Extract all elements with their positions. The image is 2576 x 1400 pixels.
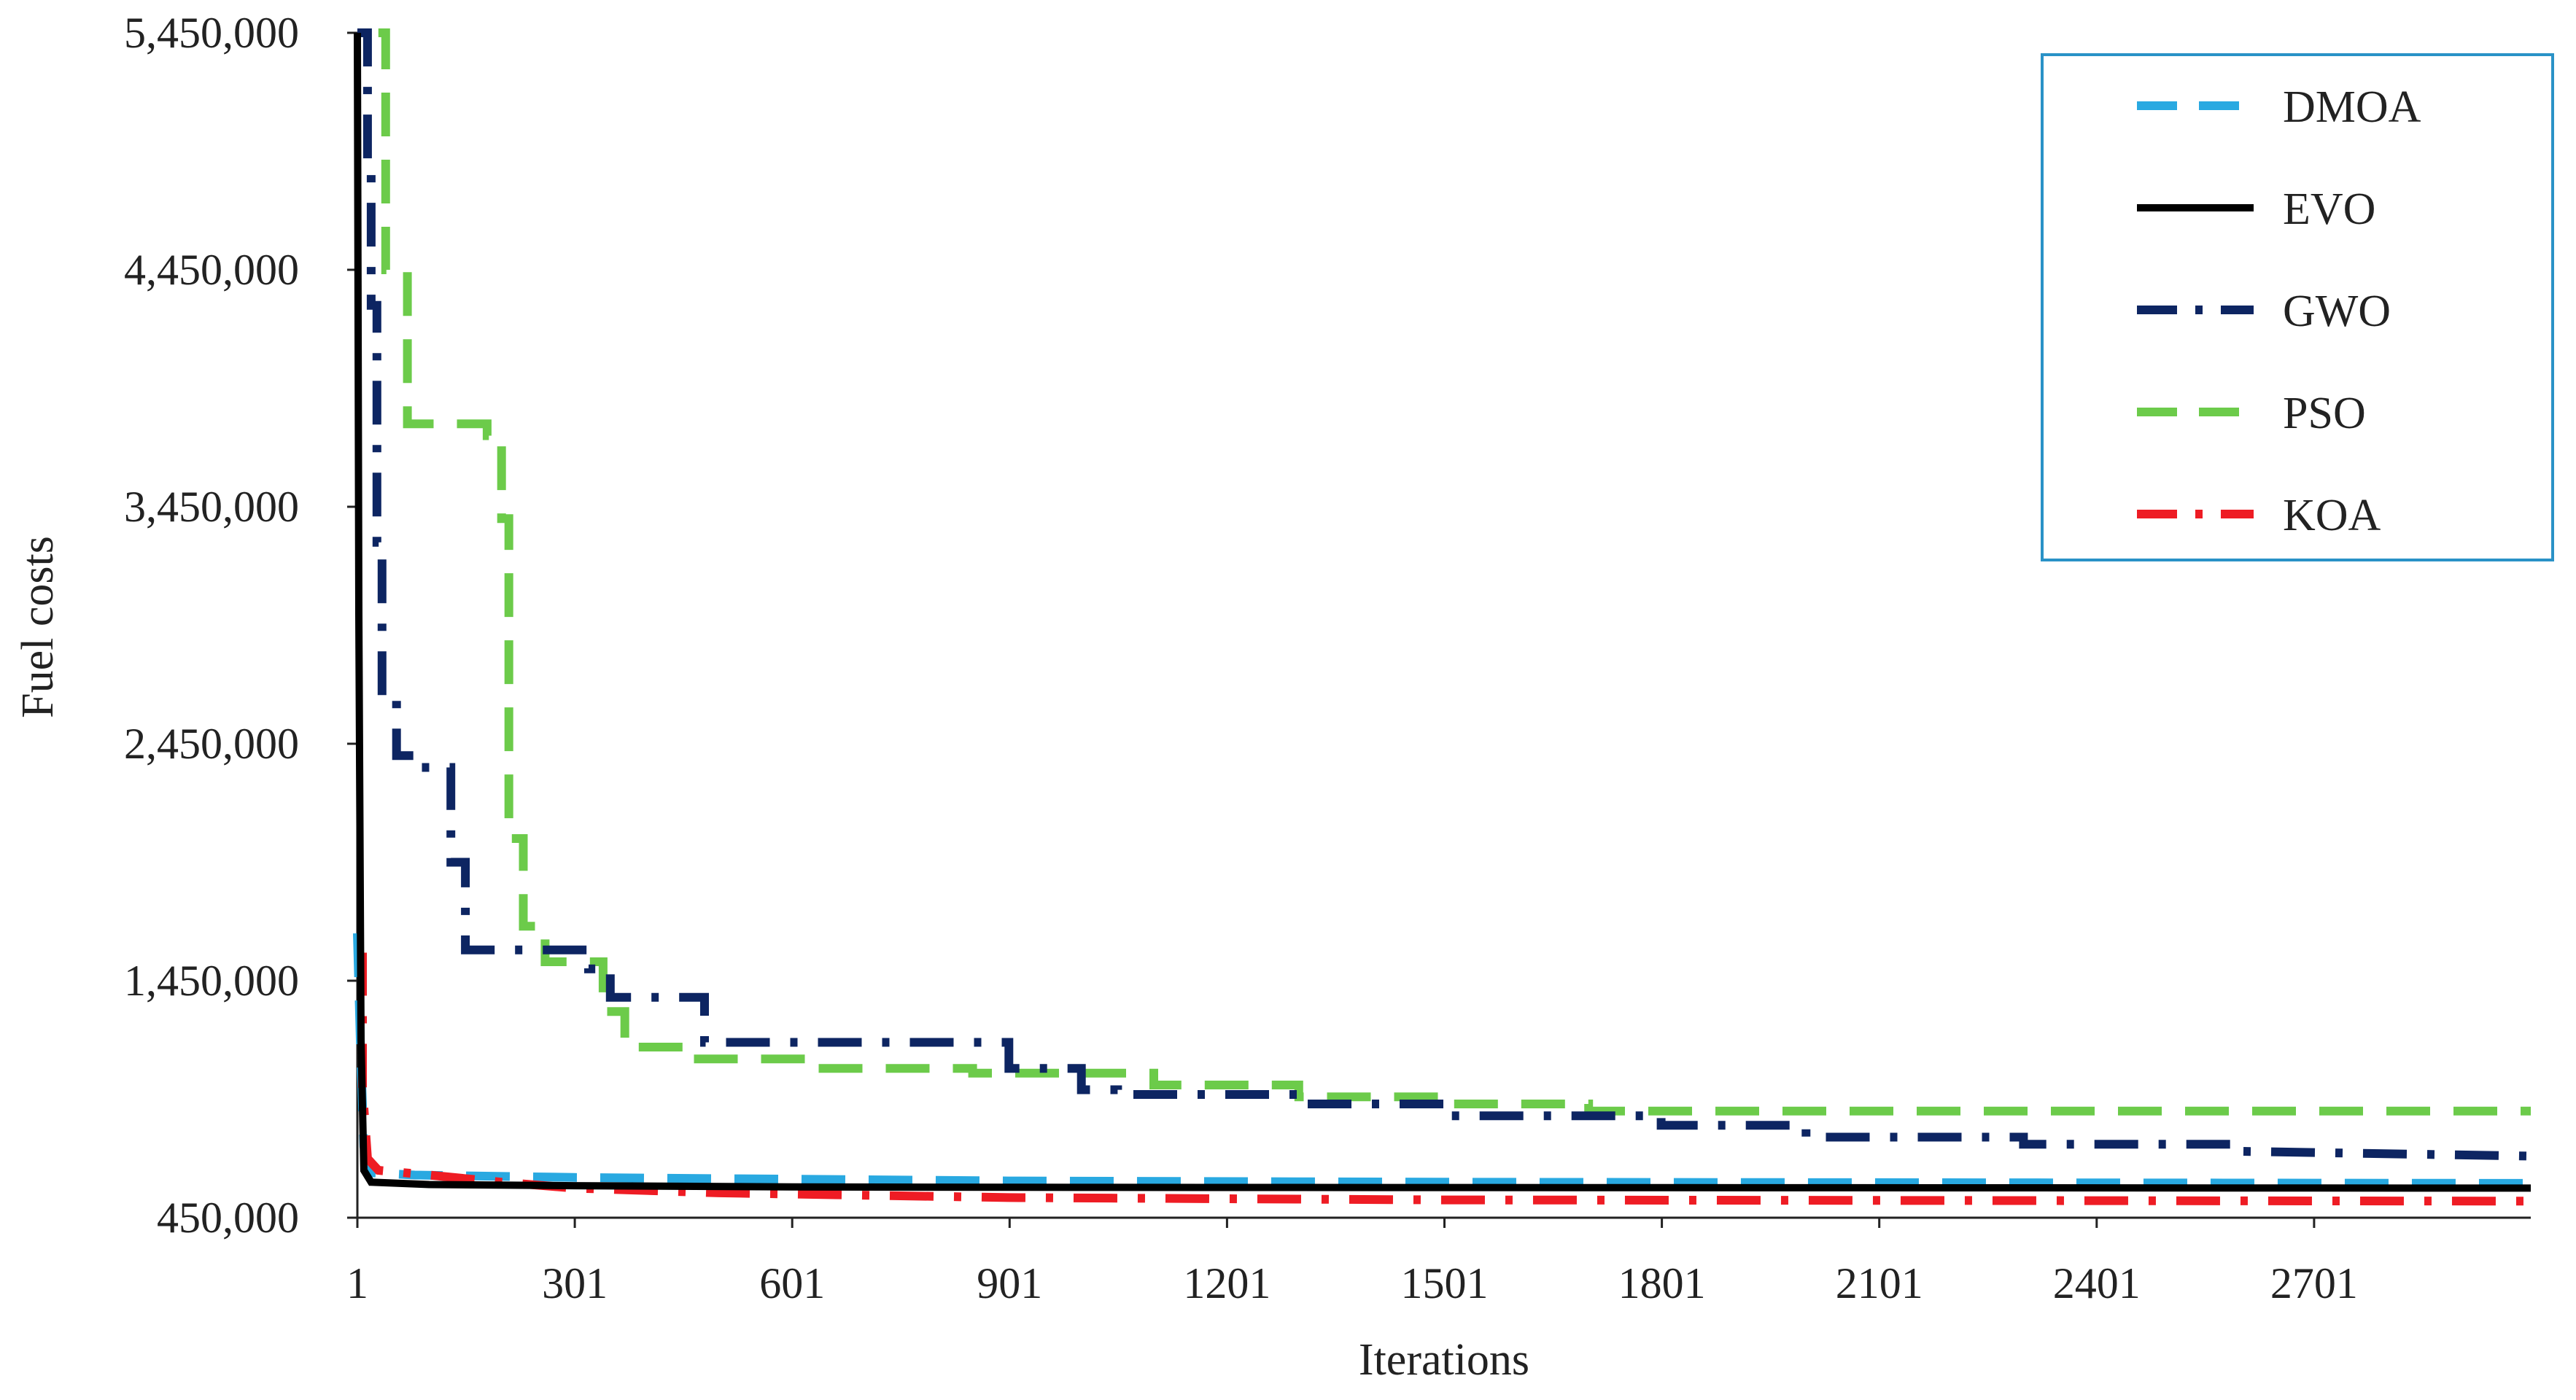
y-tick-label: 3,450,000 (124, 483, 299, 531)
x-tick-label: 1 (346, 1259, 368, 1307)
x-tick-label: 1501 (1400, 1259, 1488, 1307)
y-tick-label: 2,450,000 (124, 720, 299, 768)
legend-items: DMOA EVO GWO PSO KOA (2137, 82, 2421, 540)
legend-label-evo: EVO (2283, 184, 2375, 234)
legend-label-gwo: GWO (2283, 287, 2391, 336)
legend-label-dmoa: DMOA (2283, 82, 2421, 132)
y-tick-label: 5,450,000 (124, 9, 299, 57)
series-line-gwo (357, 28, 2532, 1161)
x-axis: 1 301 601 901 1201 1501 1801 2101 2401 2701 (346, 1216, 2531, 1307)
x-tick-label: 301 (542, 1259, 608, 1307)
legend: DMOA EVO GWO PSO KOA (2041, 53, 2554, 561)
x-tick-label: 601 (759, 1259, 825, 1307)
legend-label-pso: PSO (2283, 389, 2366, 438)
y-tick-label: 450,000 (157, 1194, 299, 1242)
series-line-evo (354, 32, 2532, 1192)
y-axis-ticks: 450,000 1,450,000 2,450,000 3,450,000 4,450,… (124, 9, 357, 1242)
x-axis-ticks: 1 301 601 901 1201 1501 1801 2101 2401 2701 (346, 1218, 2358, 1307)
x-tick-label: 1201 (1183, 1259, 1270, 1307)
x-tick-label: 901 (977, 1259, 1042, 1307)
y-axis: 450,000 1,450,000 2,450,000 3,450,000 4,450,… (124, 9, 359, 1242)
x-tick-label: 2401 (2053, 1259, 2141, 1307)
legend-label-koa: KOA (2283, 491, 2381, 540)
x-tick-label: 2701 (2270, 1259, 2358, 1307)
y-tick-label: 4,450,000 (124, 246, 299, 294)
x-axis-title: Iterations (1359, 1335, 1529, 1385)
x-tick-label: 2101 (1836, 1259, 1923, 1307)
plot-area (353, 28, 2532, 1206)
x-tick-label: 1801 (1618, 1259, 1706, 1307)
y-axis-title: Fuel costs (13, 536, 63, 718)
y-tick-label: 1,450,000 (124, 957, 299, 1005)
legend-box (2041, 53, 2554, 561)
series-line-pso (378, 28, 2531, 1116)
